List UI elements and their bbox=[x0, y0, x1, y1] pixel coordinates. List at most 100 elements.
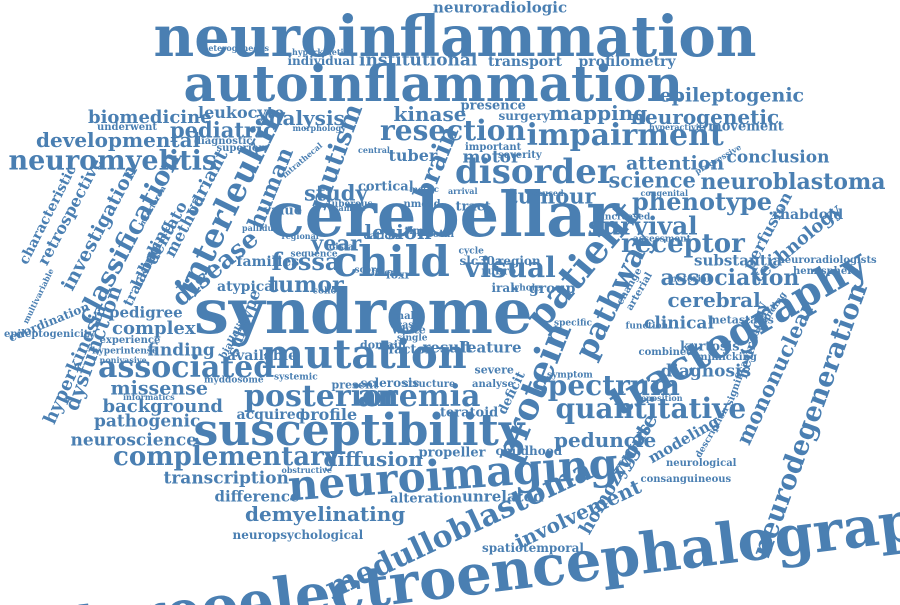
word-leukocyte: leukocyte bbox=[198, 103, 285, 122]
word-important: important bbox=[465, 142, 522, 153]
word-tract: tract bbox=[455, 199, 491, 215]
word-surgery: surgery bbox=[498, 109, 550, 123]
word-visual: visual bbox=[464, 251, 556, 284]
word-movement: movement bbox=[708, 119, 784, 135]
word-cation: cation bbox=[363, 231, 399, 242]
word-consanguineous: consanguineous bbox=[640, 474, 732, 485]
word-alteration: alteration bbox=[390, 491, 462, 507]
word-analysis: analysis bbox=[255, 106, 345, 130]
word-obstructive: obstructive bbox=[281, 465, 333, 475]
word-hyperactivity: hyperactivity bbox=[649, 122, 708, 132]
word-institutional: institutional bbox=[359, 50, 478, 71]
word-total: total bbox=[428, 229, 455, 240]
word-mutation: mutation bbox=[261, 331, 467, 378]
word-rhabdoid: rhabdoid bbox=[772, 207, 844, 223]
word-hyperintense: hyperintense bbox=[92, 346, 158, 357]
word-demyelinating: demyelinating bbox=[245, 502, 406, 526]
word-sequence: sequence bbox=[290, 249, 338, 260]
word-pedigree: pedigree bbox=[109, 303, 183, 322]
word-central: central bbox=[358, 145, 390, 155]
word-case: case bbox=[397, 320, 420, 331]
word-score: score bbox=[354, 265, 382, 276]
word-propeller: propeller bbox=[418, 445, 486, 461]
word-single: single bbox=[397, 333, 428, 344]
word-difference: difference bbox=[214, 487, 300, 506]
word-missense: missense bbox=[110, 377, 208, 400]
word-childhood: childhood bbox=[495, 444, 563, 458]
word-attention: attention bbox=[626, 152, 725, 175]
word-present: present bbox=[331, 378, 379, 392]
word-increased: increased bbox=[601, 212, 651, 223]
word-function: function bbox=[625, 321, 669, 332]
word-superior: superior bbox=[216, 143, 264, 154]
word-biomedicine: biomedicine bbox=[88, 107, 212, 128]
word-severity: severity bbox=[498, 150, 542, 161]
word-region: region bbox=[497, 254, 541, 268]
word-diffusion: diffusion bbox=[323, 447, 423, 471]
word-phenotype: phenotype bbox=[632, 187, 773, 216]
word-heterogeneous: heterogeneous bbox=[202, 43, 270, 53]
word-irak: irak bbox=[491, 281, 519, 295]
word-result: result bbox=[422, 338, 472, 357]
word-background: background bbox=[102, 396, 224, 417]
word-feature: feature bbox=[460, 338, 522, 357]
word-deposition: deposition bbox=[635, 393, 683, 403]
word-epileptogenicity: epileptogenicity bbox=[4, 329, 95, 340]
word-teratoid: teratoid bbox=[440, 405, 499, 421]
word-lesion: lesion bbox=[364, 220, 432, 244]
word-whole: whole bbox=[511, 283, 541, 294]
word-pallidus: pallidus bbox=[242, 223, 278, 233]
word-neurological: neurological bbox=[666, 458, 737, 469]
word-peduncle: peduncle bbox=[554, 428, 657, 452]
word-profilometry: profilometry bbox=[578, 54, 676, 70]
word-anemia: anemia bbox=[357, 379, 481, 414]
word-kinase: kinase bbox=[393, 102, 467, 126]
word-neuroblastoma: neuroblastoma bbox=[700, 169, 886, 195]
word-metric: metric bbox=[409, 184, 439, 194]
word-analyse: analyse bbox=[472, 379, 514, 390]
word-transcription: transcription bbox=[163, 468, 289, 489]
word-nonivasive: nonivasive bbox=[99, 355, 147, 365]
word-syndrome: syndrome bbox=[194, 275, 533, 348]
word-rubro: rubro bbox=[481, 264, 517, 278]
word-cohort: cohort bbox=[312, 286, 346, 297]
word-diagnosis: diagnosis bbox=[660, 361, 752, 382]
word-profile: profile bbox=[299, 405, 358, 424]
word-developmental: developmental bbox=[36, 128, 201, 152]
word-cerebellar: cerebellar bbox=[267, 178, 620, 251]
word-child: child bbox=[332, 237, 450, 286]
word-families: families bbox=[236, 254, 300, 270]
word-acquired: acquired bbox=[236, 407, 306, 423]
word-epileptogenic: epileptogenic bbox=[659, 84, 805, 107]
word-disorder: disorder bbox=[455, 152, 615, 192]
word-factor: factor bbox=[388, 342, 432, 358]
word-resection: resection bbox=[380, 114, 526, 147]
word-clinical: clinical bbox=[644, 313, 714, 334]
word-unrelated: unrelated bbox=[462, 487, 544, 506]
word-conclusion: conclusion bbox=[726, 147, 830, 168]
word-sclerosis: sclerosis bbox=[360, 376, 420, 390]
word-nmosd: nmosd bbox=[403, 199, 441, 210]
word-caused: caused bbox=[532, 188, 564, 198]
word-foxr: foxr bbox=[386, 268, 411, 282]
word-tumor: tumor bbox=[268, 272, 344, 298]
word-presence: presence bbox=[460, 98, 526, 114]
word-substantia: substantia bbox=[694, 251, 783, 270]
word-neuroinflammation: neuroinflammation bbox=[153, 4, 757, 70]
word-male: male bbox=[393, 311, 421, 322]
word-symptom: symptom bbox=[547, 370, 593, 381]
word-neurogenetic: neurogenetic bbox=[630, 105, 780, 129]
word-distal: distal bbox=[329, 242, 358, 253]
word-congenital: congenital bbox=[640, 188, 688, 198]
word-associated: associated bbox=[98, 350, 275, 385]
word-value: value bbox=[263, 203, 303, 219]
word-susceptibility: susceptibility bbox=[193, 405, 525, 456]
word-tuber: tuber bbox=[388, 146, 438, 165]
word-individual: individual bbox=[287, 54, 355, 68]
word-impairment: impairment bbox=[526, 118, 724, 153]
word-morphology: morphology bbox=[292, 123, 346, 133]
word-fossa: fossa bbox=[271, 247, 341, 276]
word-mapping: mapping bbox=[549, 101, 648, 125]
word-association: association bbox=[660, 265, 800, 291]
word-cerebral: cerebral bbox=[667, 288, 761, 312]
